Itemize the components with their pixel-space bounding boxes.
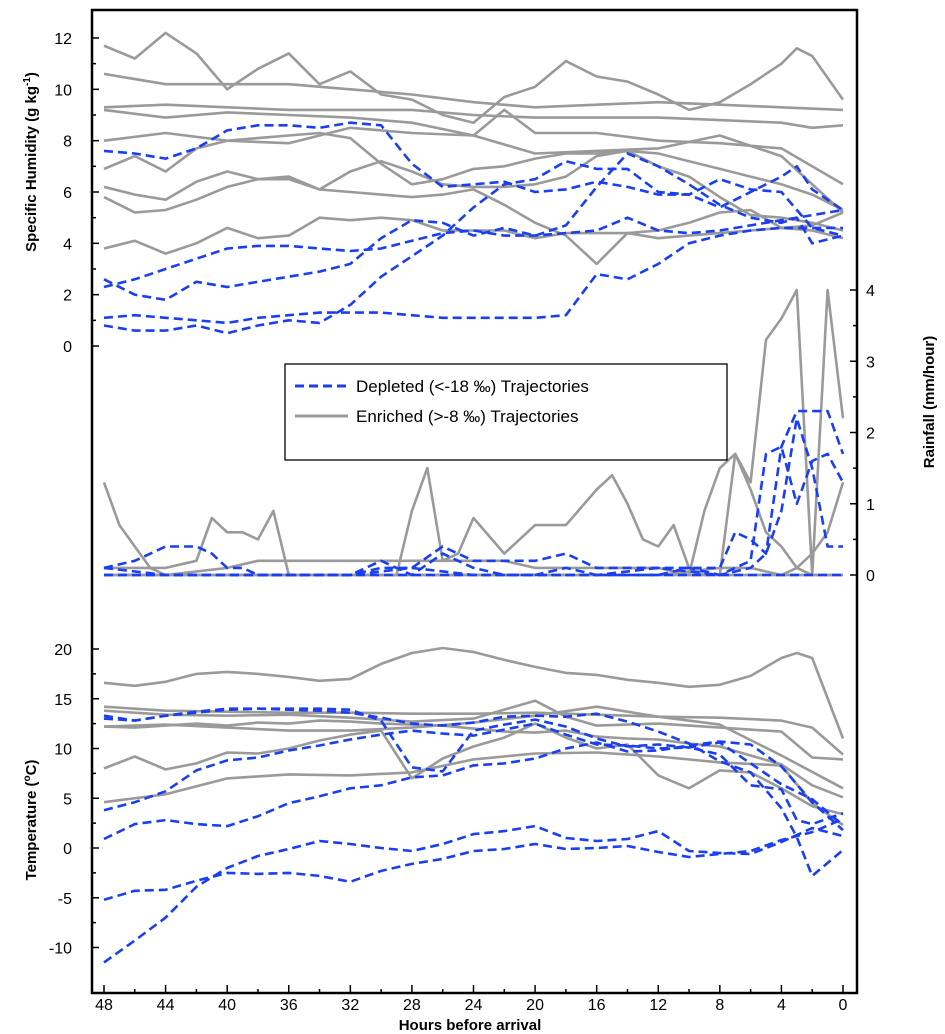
temperature-axis-title-main: Temperature ( — [23, 782, 40, 881]
legend: Depleted (<-18 ‰) Trajectories Enriched … — [284, 363, 728, 461]
x-tick-label: 32 — [341, 997, 359, 1014]
humidity-depleted-series-line — [103, 159, 844, 335]
x-tick-label: 36 — [280, 997, 298, 1014]
temperature-depleted-series-line — [103, 824, 844, 964]
rainfall-tick-label: 2 — [866, 426, 875, 443]
humidity-enriched-series-line — [103, 31, 845, 124]
rainfall-tick-label: 0 — [866, 568, 875, 585]
x-tick-label: 48 — [95, 997, 113, 1014]
humidity-enriched-series-line — [103, 131, 844, 212]
x-tick-label: 16 — [588, 997, 606, 1014]
legend-depleted-label: Depleted (<-18 ‰) Trajectories — [356, 377, 589, 396]
humidity-depleted-series-line — [103, 208, 844, 289]
humidity-enriched-series-line — [103, 103, 844, 130]
humidity-tick-label: 10 — [54, 82, 72, 99]
temperature-enriched-series-line — [103, 705, 844, 756]
temperature-tick-label: -10 — [49, 941, 72, 958]
humidity-series-group — [103, 31, 845, 335]
x-tick-label: 24 — [465, 997, 483, 1014]
temperature-tick-label: 10 — [54, 742, 72, 759]
humidity-enriched-series-line — [103, 149, 844, 232]
x-tick-label: 0 — [839, 997, 848, 1014]
temperature-tick-label: 5 — [63, 791, 72, 808]
humidity-tick-label: 0 — [63, 339, 72, 356]
humidity-depleted-series-line — [103, 152, 844, 302]
rainfall-tick-label: 4 — [866, 283, 875, 300]
temperature-axis-title: Temperature (oC) — [22, 760, 40, 881]
temperature-depleted-series-line — [103, 707, 844, 826]
temperature-series-group — [103, 646, 845, 964]
temperature-axis: -10 -5 0 5 10 15 20 — [49, 642, 99, 958]
temperature-tick-label: 15 — [54, 692, 72, 709]
temperature-enriched-series-line — [103, 751, 844, 827]
humidity-axis-title-sup: -1 — [22, 77, 33, 86]
humidity-enriched-series-line — [103, 108, 844, 186]
temperature-axis-title-sup: o — [22, 775, 33, 781]
x-axis-title: Hours before arrival — [399, 1017, 542, 1034]
legend-box — [284, 363, 728, 461]
x-tick-label: 28 — [403, 997, 421, 1014]
temperature-enriched-series-line — [103, 722, 844, 816]
x-tick-label: 12 — [649, 997, 667, 1014]
temperature-depleted-series-line — [103, 707, 844, 878]
humidity-tick-label: 8 — [63, 134, 72, 151]
rainfall-depleted-series-line — [103, 409, 845, 577]
legend-enriched-label: Enriched (>-8 ‰) Trajectories — [356, 407, 579, 426]
humidity-tick-label: 6 — [63, 185, 72, 202]
temperature-enriched-series-line — [103, 699, 844, 761]
x-axis: 48 44 40 36 32 28 24 20 16 12 8 4 0 — [95, 985, 848, 1014]
temperature-tick-label: -5 — [58, 891, 72, 908]
temperature-depleted-series-line — [103, 722, 844, 827]
rainfall-depleted-series-line — [103, 445, 845, 577]
humidity-axis: 0 2 4 6 8 10 12 — [54, 31, 99, 356]
x-tick-label: 20 — [526, 997, 544, 1014]
humidity-tick-label: 2 — [63, 288, 72, 305]
temperature-enriched-series-line — [103, 719, 844, 799]
x-tick-label: 4 — [777, 997, 786, 1014]
humidity-enriched-series-line — [103, 72, 844, 112]
x-tick-label: 44 — [157, 997, 175, 1014]
humidity-axis-title-end: ) — [23, 72, 40, 77]
humidity-enriched-series-line — [103, 177, 844, 266]
temperature-tick-label: 0 — [63, 841, 72, 858]
temperature-enriched-series-line — [103, 646, 845, 739]
humidity-tick-label: 4 — [63, 236, 72, 253]
temperature-depleted-series-line — [103, 817, 844, 901]
rainfall-axis-title: Rainfall (mm/hour) — [921, 336, 938, 469]
temperature-depleted-series-line — [103, 740, 844, 841]
rainfall-enriched-series-line — [104, 466, 843, 577]
humidity-tick-label: 12 — [54, 31, 72, 48]
humidity-depleted-series-line — [103, 226, 843, 325]
rainfall-tick-label: 3 — [866, 354, 875, 371]
humidity-axis-title-main: Specific Humidity (g kg — [23, 86, 40, 252]
rainfall-tick-label: 1 — [866, 497, 875, 514]
temperature-axis-title-end: C) — [23, 760, 40, 776]
temperature-tick-label: 20 — [54, 642, 72, 659]
rainfall-axis: 0 1 2 3 4 — [850, 283, 875, 585]
humidity-axis-title: Specific Humidity (g kg-1) — [22, 72, 40, 252]
humidity-enriched-series-line — [103, 211, 844, 255]
plot-frame — [90, 8, 859, 995]
x-tick-label: 40 — [218, 997, 236, 1014]
rainfall-series-group — [102, 288, 845, 577]
x-tick-label: 8 — [715, 997, 724, 1014]
